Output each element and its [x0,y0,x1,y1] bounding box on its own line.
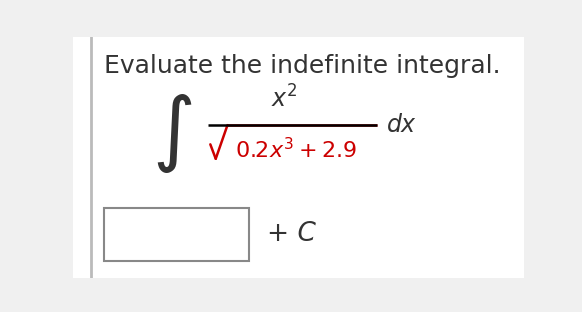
Text: Evaluate the indefinite integral.: Evaluate the indefinite integral. [104,54,501,78]
FancyBboxPatch shape [73,37,524,278]
Bar [104,208,249,261]
Text: $dx$: $dx$ [386,113,417,137]
Text: $x^2$: $x^2$ [271,85,298,112]
Text: + C: + C [267,222,315,247]
Text: $0.2x^3 + 2.9$: $0.2x^3 + 2.9$ [235,137,357,162]
Text: $\int$: $\int$ [152,93,192,174]
